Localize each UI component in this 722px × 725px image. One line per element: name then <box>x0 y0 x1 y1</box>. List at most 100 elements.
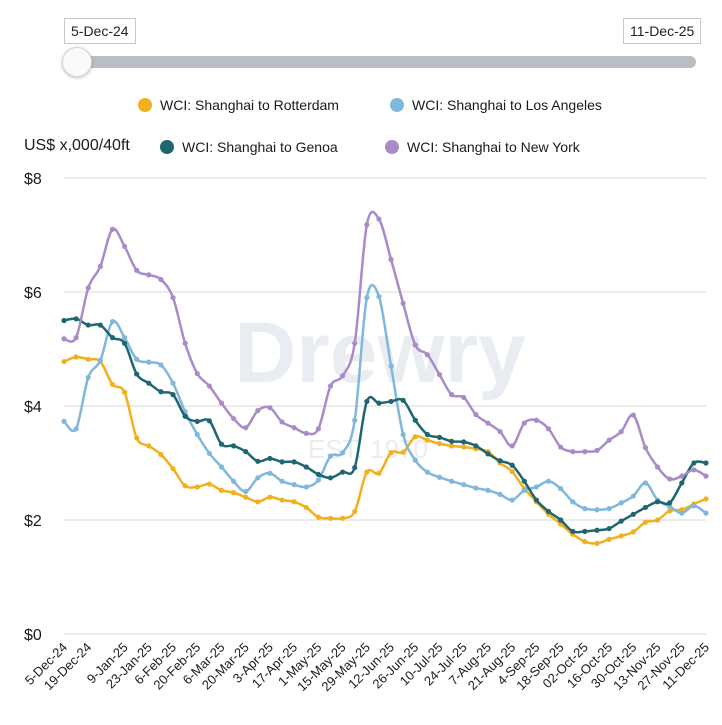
data-point[interactable] <box>630 412 636 418</box>
data-point[interactable] <box>654 499 661 505</box>
data-point[interactable] <box>73 335 79 341</box>
data-point[interactable] <box>340 515 346 521</box>
data-point[interactable] <box>594 447 600 454</box>
data-point[interactable] <box>327 383 334 389</box>
data-point[interactable] <box>134 371 140 377</box>
data-point[interactable] <box>400 431 406 438</box>
data-point[interactable] <box>206 418 212 424</box>
data-point[interactable] <box>642 504 649 511</box>
data-point[interactable] <box>436 441 443 447</box>
data-point[interactable] <box>400 300 406 306</box>
data-point[interactable] <box>618 533 624 539</box>
data-point[interactable] <box>303 464 309 470</box>
data-point[interactable] <box>327 515 334 521</box>
data-point[interactable] <box>134 356 140 362</box>
data-point[interactable] <box>182 340 188 346</box>
data-point[interactable] <box>85 285 91 291</box>
data-point[interactable] <box>327 453 334 459</box>
data-point[interactable] <box>303 430 309 436</box>
data-point[interactable] <box>218 487 225 493</box>
data-point[interactable] <box>412 342 418 348</box>
data-point[interactable] <box>618 518 624 524</box>
data-point[interactable] <box>303 484 309 490</box>
data-point[interactable] <box>73 426 79 432</box>
data-point[interactable] <box>388 256 394 263</box>
data-point[interactable] <box>412 417 418 423</box>
data-point[interactable] <box>85 322 91 328</box>
data-point[interactable] <box>594 527 600 533</box>
data-point[interactable] <box>570 528 576 535</box>
data-point[interactable] <box>691 467 697 473</box>
data-point[interactable] <box>533 484 540 490</box>
data-point[interactable] <box>291 482 297 488</box>
data-point[interactable] <box>388 398 394 405</box>
data-point[interactable] <box>73 316 79 322</box>
data-point[interactable] <box>558 486 564 492</box>
data-point[interactable] <box>146 272 152 278</box>
data-point[interactable] <box>376 400 382 406</box>
data-point[interactable] <box>485 451 491 457</box>
data-point[interactable] <box>594 540 600 546</box>
data-point[interactable] <box>606 506 612 512</box>
data-point[interactable] <box>545 508 552 515</box>
data-point[interactable] <box>158 362 164 368</box>
data-point[interactable] <box>230 443 237 449</box>
data-point[interactable] <box>206 481 212 487</box>
data-point[interactable] <box>558 444 564 450</box>
data-point[interactable] <box>582 539 588 545</box>
legend-item-rotterdam[interactable]: WCI: Shanghai to Rotterdam <box>138 97 339 113</box>
data-point[interactable] <box>606 536 612 542</box>
data-point[interactable] <box>230 415 237 422</box>
data-point[interactable] <box>400 449 406 455</box>
data-point[interactable] <box>352 464 358 471</box>
data-point[interactable] <box>449 438 455 444</box>
data-point[interactable] <box>230 478 237 484</box>
data-point[interactable] <box>703 510 709 516</box>
legend-item-new-york[interactable]: WCI: Shanghai to New York <box>385 139 580 155</box>
data-point[interactable] <box>255 458 261 464</box>
data-point[interactable] <box>243 494 249 500</box>
data-point[interactable] <box>509 468 515 475</box>
data-point[interactable] <box>412 434 418 440</box>
data-point[interactable] <box>61 317 67 324</box>
data-point[interactable] <box>218 464 225 470</box>
data-point[interactable] <box>642 445 649 451</box>
data-point[interactable] <box>279 419 285 425</box>
data-point[interactable] <box>703 460 709 466</box>
data-point[interactable] <box>97 357 103 363</box>
data-point[interactable] <box>424 437 430 443</box>
data-point[interactable] <box>85 356 91 362</box>
data-point[interactable] <box>327 475 334 481</box>
data-point[interactable] <box>218 400 225 406</box>
data-point[interactable] <box>340 450 346 456</box>
data-point[interactable] <box>679 510 685 516</box>
data-point[interactable] <box>279 478 285 484</box>
data-point[interactable] <box>606 437 612 443</box>
data-point[interactable] <box>412 457 418 463</box>
data-point[interactable] <box>279 459 285 465</box>
data-point[interactable] <box>424 352 430 358</box>
data-point[interactable] <box>461 439 467 445</box>
legend-item-los-angeles[interactable]: WCI: Shanghai to Los Angeles <box>390 97 602 113</box>
data-point[interactable] <box>194 431 200 438</box>
data-point[interactable] <box>388 450 394 456</box>
data-point[interactable] <box>376 293 382 300</box>
data-point[interactable] <box>121 389 128 395</box>
data-point[interactable] <box>545 426 552 432</box>
data-point[interactable] <box>182 413 188 419</box>
data-point[interactable] <box>340 469 346 475</box>
data-point[interactable] <box>158 451 164 458</box>
data-point[interactable] <box>364 222 370 228</box>
data-point[interactable] <box>376 470 382 476</box>
data-point[interactable] <box>267 455 273 462</box>
data-point[interactable] <box>255 475 261 481</box>
data-point[interactable] <box>146 443 152 449</box>
data-point[interactable] <box>376 216 382 222</box>
data-point[interactable] <box>243 425 249 431</box>
data-point[interactable] <box>594 507 600 513</box>
data-point[interactable] <box>642 519 649 525</box>
data-point[interactable] <box>533 497 540 503</box>
data-point[interactable] <box>497 458 503 464</box>
data-point[interactable] <box>73 354 79 360</box>
data-point[interactable] <box>85 374 91 381</box>
